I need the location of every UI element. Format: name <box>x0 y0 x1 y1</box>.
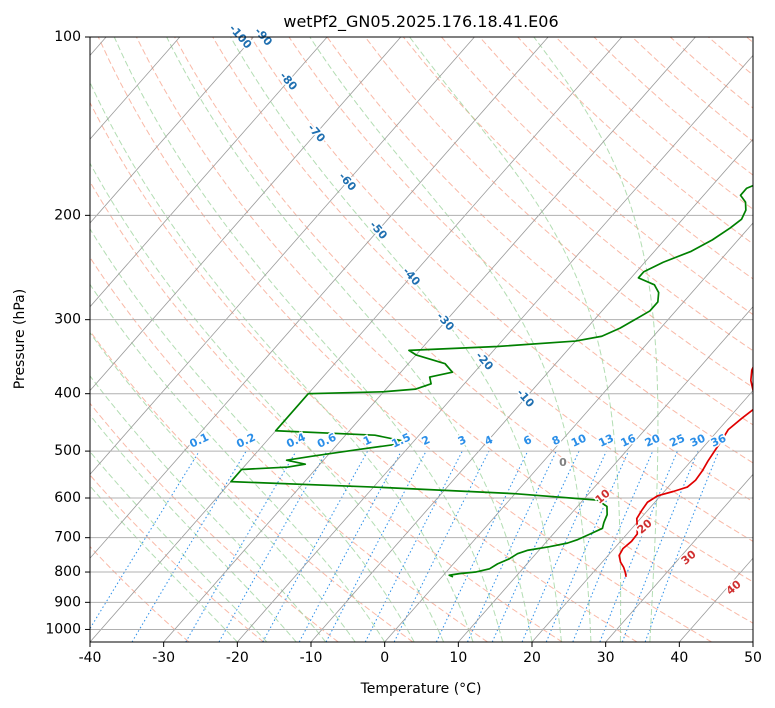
dry-adiabat <box>174 37 753 583</box>
y-tick-label: 100 <box>54 29 81 45</box>
mixing-ratio-line <box>90 450 200 630</box>
mixing-ratio-line <box>599 450 678 642</box>
plot-area <box>90 37 753 642</box>
plot-frame <box>89 36 754 643</box>
mixing-ratio-line <box>298 450 402 642</box>
y-tick-label: 500 <box>54 443 81 459</box>
x-tick-label: 40 <box>670 650 688 666</box>
x-tick-label: 0 <box>380 650 389 666</box>
x-tick-label: 50 <box>744 650 762 666</box>
moist-adiabat <box>166 37 533 642</box>
y-tick-label: 400 <box>54 386 81 402</box>
background-lines <box>90 37 753 642</box>
isotherm <box>90 37 181 140</box>
grid <box>90 37 753 630</box>
dewpoint-profile <box>230 184 753 578</box>
isotherm <box>90 37 328 308</box>
y-tick-label: 300 <box>54 312 81 328</box>
dry-adiabat <box>326 37 753 426</box>
isotherm <box>90 37 402 392</box>
mixing-ratio-line <box>393 450 490 642</box>
x-tick-label: -30 <box>152 650 175 666</box>
isotherm <box>90 37 254 224</box>
isotherm-label: 0 <box>559 456 567 469</box>
dry-adiabat <box>441 37 753 316</box>
mixing-ratio-line <box>521 450 607 642</box>
moist-adiabat <box>90 375 327 642</box>
moist-adiabat <box>90 283 386 642</box>
dry-adiabat <box>135 37 753 624</box>
dry-adiabat <box>97 37 713 642</box>
y-axis-label: Pressure (hPa) <box>12 289 28 389</box>
mixing-ratio-line <box>218 450 328 642</box>
y-tick-label: 900 <box>54 594 81 610</box>
dry-adiabat <box>90 256 488 642</box>
isotherm <box>605 473 753 642</box>
mixing-ratio-line <box>644 450 720 642</box>
isotherm <box>163 37 696 642</box>
y-tick-label: 600 <box>54 490 81 506</box>
isotherm <box>237 54 753 642</box>
isotherm <box>458 306 753 642</box>
x-axis-label: Temperature (°C) <box>360 681 482 697</box>
dry-adiabat <box>90 101 638 642</box>
moist-adiabat <box>230 37 562 642</box>
moist-adiabat <box>90 162 445 642</box>
moist-adiabat <box>533 37 659 642</box>
moist-adiabat <box>90 485 238 642</box>
isotherm <box>90 37 475 475</box>
x-tick-label: -40 <box>79 650 102 666</box>
moist-adiabat <box>309 37 592 642</box>
isotherm <box>310 138 753 642</box>
moist-adiabat <box>90 414 297 642</box>
x-tick-label: 20 <box>523 650 541 666</box>
mixing-ratio-line <box>572 450 654 642</box>
dry-adiabat <box>288 37 753 464</box>
x-tick-label: -20 <box>226 650 249 666</box>
mixing-ratio-line <box>545 450 629 642</box>
y-tick-label: 200 <box>54 207 81 223</box>
mixing-ratio-line <box>364 450 463 642</box>
isotherm <box>90 37 623 642</box>
dry-adiabat <box>90 474 264 642</box>
isotherm <box>531 389 753 642</box>
y-tick-label: 800 <box>54 564 81 580</box>
profiles <box>230 184 753 578</box>
y-tick-label: 1000 <box>45 621 81 637</box>
isotherm <box>90 37 549 559</box>
y-axis: 100 200 300 400 500 600 700 800 900 1000 <box>45 29 90 637</box>
mixing-ratio-line <box>621 450 699 642</box>
y-tick-label: 700 <box>54 530 81 546</box>
moist-adiabat <box>90 450 268 642</box>
dry-adiabat <box>90 402 339 642</box>
x-tick-label: -10 <box>300 650 323 666</box>
x-tick-label: 10 <box>449 650 467 666</box>
chart-title: wetPf2_GN05.2025.176.18.41.E06 <box>283 12 558 32</box>
mixing-ratio-line <box>262 450 369 642</box>
x-axis: -40 -30 -20 -10 0 10 20 30 40 50 <box>79 642 762 666</box>
moist-adiabat <box>409 37 622 642</box>
x-tick-label: 30 <box>597 650 615 666</box>
moist-adiabat <box>113 37 504 642</box>
dry-adiabat <box>212 37 753 542</box>
temperature-profile <box>618 365 753 577</box>
dry-adiabat <box>402 37 753 352</box>
isotherm <box>384 222 753 642</box>
